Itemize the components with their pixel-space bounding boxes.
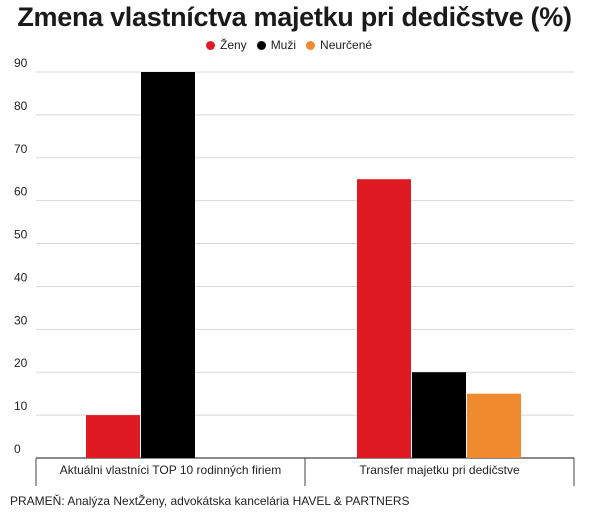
source-note: PRAMEŇ: Analýza NextŽeny, advokátska kan…: [10, 494, 410, 508]
legend-label-neurcene: Neurčené: [320, 38, 373, 52]
y-tick-label: 60: [14, 185, 28, 199]
y-tick-label: 30: [14, 313, 28, 327]
bar--eny-0: [86, 415, 140, 458]
legend-label-zeny: Ženy: [220, 38, 247, 52]
y-tick-label: 20: [14, 356, 28, 370]
y-tick-label: 40: [14, 270, 28, 284]
legend-swatch-zeny: [206, 40, 215, 50]
x-category-label: Aktuálni vlastníci TOP 10 rodinných firi…: [60, 463, 281, 477]
bar-mu-i-1: [412, 372, 466, 458]
chart-legend: Ženy Muži Neurčené: [206, 38, 382, 52]
x-category-label: Transfer majetku pri dedičstve: [359, 463, 520, 477]
y-tick-label: 10: [14, 399, 28, 413]
bar--eny-1: [357, 179, 411, 458]
bar-neur-en--1: [467, 393, 521, 458]
legend-label-muzi: Muži: [270, 38, 297, 52]
chart-title: Zmena vlastníctva majetku pri dedičstve …: [17, 2, 572, 32]
legend-swatch-neurcene: [306, 40, 316, 50]
y-tick-label: 80: [14, 99, 28, 113]
y-tick-label: 70: [14, 142, 28, 156]
y-tick-label: 50: [14, 228, 28, 242]
legend-item-neurcene: Neurčené: [306, 38, 372, 52]
legend-item-muzi: Muži: [256, 38, 297, 52]
y-tick-label: 90: [14, 56, 28, 70]
y-tick-label: 0: [14, 442, 21, 456]
bar-mu-i-0: [141, 72, 195, 458]
legend-item-zeny: Ženy: [206, 38, 247, 52]
legend-swatch-muzi: [256, 40, 266, 50]
